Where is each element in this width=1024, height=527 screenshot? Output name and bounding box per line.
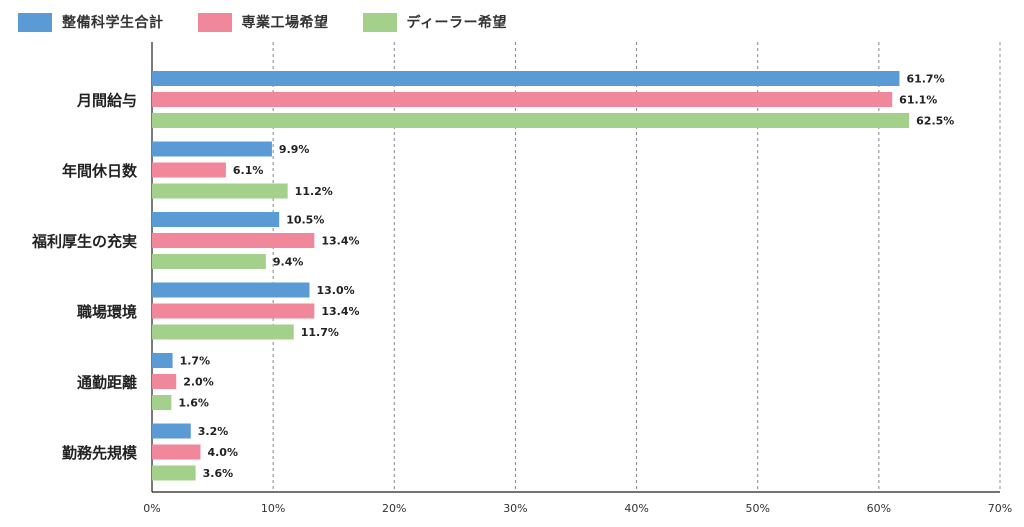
category-label: 年間休日数 xyxy=(62,162,138,180)
bar xyxy=(152,212,280,227)
legend-swatch-series-1 xyxy=(18,12,52,32)
bar xyxy=(152,282,310,298)
data-label: 13.0% xyxy=(316,284,354,297)
legend-item-series-3: ディーラー希望 xyxy=(362,12,508,32)
data-label: 3.6% xyxy=(203,467,234,480)
chart-legend: 整備科学生合計 専業工場希望 ディーラー希望 xyxy=(18,10,541,34)
legend-swatch-series-3 xyxy=(362,12,397,32)
bar xyxy=(152,162,226,178)
legend-swatch-series-2 xyxy=(197,12,232,32)
data-label: 61.7% xyxy=(906,73,944,86)
data-label: 6.1% xyxy=(233,164,264,177)
data-label: 2.0% xyxy=(183,376,214,389)
category-label: 職場環境 xyxy=(77,303,137,321)
bar xyxy=(152,324,294,340)
category-label: 福利厚生の充実 xyxy=(31,233,137,251)
bar xyxy=(152,374,177,389)
category-label: 月間給与 xyxy=(76,92,137,110)
x-tick-label: 40% xyxy=(624,502,648,515)
x-tick-label: 50% xyxy=(745,502,769,515)
bar xyxy=(152,141,272,157)
category-label: 勤務先規模 xyxy=(62,444,138,462)
legend-item-series-1: 整備科学生合計 xyxy=(18,12,164,32)
data-label: 11.7% xyxy=(301,326,339,339)
data-label: 9.9% xyxy=(279,143,310,156)
category-label: 通勤距離 xyxy=(77,374,137,392)
bar xyxy=(152,71,900,86)
bar xyxy=(152,113,910,128)
bar xyxy=(152,465,196,481)
legend-label-series-2: 専業工場希望 xyxy=(241,15,329,31)
data-label: 11.2% xyxy=(295,185,333,198)
data-label: 62.5% xyxy=(916,115,954,128)
x-tick-label: 60% xyxy=(867,502,891,515)
data-label: 1.7% xyxy=(180,355,211,368)
bar xyxy=(152,92,893,107)
bar xyxy=(152,303,315,319)
bar xyxy=(152,353,173,368)
x-tick-label: 20% xyxy=(382,502,406,515)
data-label: 1.6% xyxy=(178,397,209,410)
data-label: 4.0% xyxy=(207,446,238,459)
x-tick-label: 30% xyxy=(503,502,527,515)
data-label: 13.4% xyxy=(321,235,359,248)
legend-label-series-1: 整備科学生合計 xyxy=(62,15,164,31)
x-tick-label: 0% xyxy=(143,502,160,515)
bar xyxy=(152,233,315,248)
data-label: 61.1% xyxy=(899,94,937,107)
x-tick-label: 70% xyxy=(988,502,1012,515)
legend-label-series-3: ディーラー希望 xyxy=(406,15,508,31)
data-label: 9.4% xyxy=(273,256,304,269)
data-label: 13.4% xyxy=(321,305,359,318)
data-label: 10.5% xyxy=(286,214,324,227)
bar xyxy=(152,423,191,439)
bar xyxy=(152,183,288,199)
bar xyxy=(152,444,201,460)
data-label: 3.2% xyxy=(198,425,229,438)
bar xyxy=(152,254,266,269)
bar xyxy=(152,395,172,410)
x-tick-label: 10% xyxy=(261,502,285,515)
legend-item-series-2: 専業工場希望 xyxy=(197,12,329,32)
